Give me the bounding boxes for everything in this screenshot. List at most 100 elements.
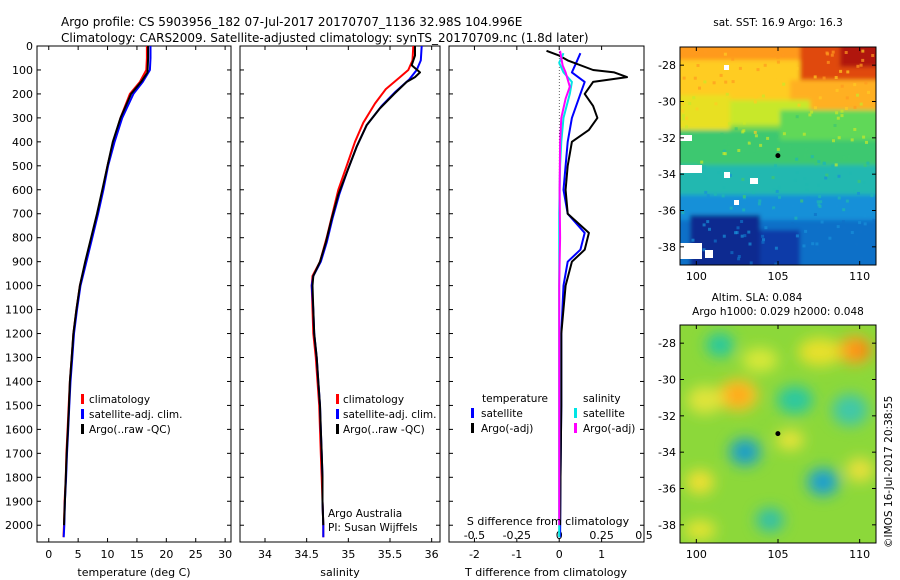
map-y-tick-label: -38 [658,519,676,532]
x-tick-label: 15 [130,548,144,561]
legend-swatch-climatology [336,394,339,404]
depth-tick-label: 300 [12,112,33,125]
depth-tick-label: 900 [12,256,33,269]
temperature-xlabel: temperature (deg C) [77,566,190,579]
difference-panel: -2 -1 0 1 -0.5 -0.25 0 0.25 0.5 T difference fr… [448,45,653,579]
temperature-axes-frame [36,45,232,543]
difference-axes-frame [448,45,645,543]
map-y-tick-label: -34 [658,168,676,181]
depth-tick-label: 1300 [5,351,33,364]
sst-map-panel: sat. SST: 16.9 Argo: 16.3 [658,17,877,283]
sla-axes: 100 105 110 -28 -30 -32 -34 -36 -38 [658,325,876,561]
legend-header-temperature: temperature [482,393,548,405]
depth-tick-label: 800 [12,232,33,245]
map-x-tick-label: 100 [686,548,707,561]
legend-swatch-t-satellite [471,408,474,418]
depth-tick-label: 1800 [5,471,33,484]
legend-label-satellite: satellite-adj. clim. [343,409,436,421]
depth-tick-label: 700 [12,208,33,221]
temperature-legend: climatology satellite-adj. clim. Argo(..… [81,394,182,436]
depth-tick-label: 1000 [5,280,33,293]
salinity-series [310,45,423,538]
depth-tick-label: 1100 [5,304,33,317]
depth-tick-label: 1200 [5,328,33,341]
map-y-tick-label: -36 [658,205,676,218]
map-y-tick-label: -28 [658,337,676,350]
sst-axes: 100 105 110 -28 -30 -32 -34 -36 -38 [658,47,876,283]
x-tick-label: -2 [469,548,480,561]
x-tick-label: 10 [101,548,115,561]
x-tick-label: 30 [218,548,232,561]
difference-series [546,49,628,538]
depth-tick-label: 1500 [5,399,33,412]
series-line-temperature-2 [63,46,150,526]
salinity-axes-frame [239,45,441,543]
map-y-tick-label: -32 [658,410,676,423]
map-x-tick-label: 110 [849,270,870,283]
x-tick-label: 0 [556,548,563,561]
t-difference-xlabel: T difference from climatology [464,566,627,579]
sla-subtitle: Argo h1000: 0.029 h2000: 0.048 [692,306,864,318]
sla-map-panel: Altim. SLA: 0.084 Argo h1000: 0.029 h200… [658,292,877,561]
map-y-tick-label: -30 [658,96,676,109]
sst-field [680,47,876,265]
legend-label-satellite: satellite-adj. clim. [89,409,182,421]
x-tick-label: 25 [189,548,203,561]
x-tick-label: 36 [425,548,439,561]
t-difference-x-axis: -2 -1 0 1 [449,45,644,561]
series-line-salinity-0 [310,45,415,538]
depth-tick-label: 2000 [5,519,33,532]
legend-header-salinity: salinity [583,393,621,405]
legend-swatch-satellite [336,409,339,419]
series-line-difference-1 [546,49,628,526]
depth-tick-label: 0 [26,40,33,53]
legend-swatch-s-satellite [574,408,577,418]
legend-label-argo: Argo(..raw -QC) [343,424,425,436]
map-y-tick-label: -38 [658,241,676,254]
x-tick-label: 5 [75,548,82,561]
header-line1: Argo profile: CS 5903956_182 07-Jul-2017… [61,15,522,29]
map-y-tick-label: -32 [658,132,676,145]
legend-label-s-argo: Argo(-adj) [583,423,635,435]
temperature-x-axis: 0 5 10 15 20 25 30 [37,45,232,561]
depth-tick-label: 1700 [5,447,33,460]
legend-label-t-argo: Argo(-adj) [481,423,533,435]
s-tick-label: 0.25 [589,529,614,542]
sla-title: Altim. SLA: 0.084 [712,292,803,304]
temperature-series [62,46,152,538]
sst-argo-marker [775,153,781,159]
legend-swatch-satellite [81,409,84,419]
salinity-legend: climatology satellite-adj. clim. Argo(..… [336,394,436,436]
s-difference-label: S difference from climatology [467,515,630,528]
legend-label-climatology: climatology [343,394,404,406]
legend-swatch-s-argo [574,423,577,433]
x-tick-label: 35 [341,548,355,561]
x-tick-label: 20 [159,548,173,561]
series-line-temperature-1 [62,46,152,538]
map-y-tick-label: -30 [658,374,676,387]
x-tick-label: 34.5 [294,548,319,561]
depth-tick-label: 200 [12,88,33,101]
depth-tick-label: 1900 [5,495,33,508]
imos-credit: ©IMOS 16-Jul-2017 20:38:55 [883,396,895,548]
s-tick-label: 0.5 [635,529,653,542]
series-line-salinity-2 [311,46,421,526]
x-tick-label: -1 [511,548,522,561]
x-tick-label: 1 [598,548,605,561]
sst-title: sat. SST: 16.9 Argo: 16.3 [713,17,843,29]
series-line-salinity-1 [310,45,423,538]
s-tick-label: -0.5 [464,529,485,542]
map-x-tick-label: 105 [768,270,789,283]
depth-tick-label: 1600 [5,423,33,436]
legend-label-climatology: climatology [89,394,150,406]
salinity-xlabel: salinity [320,566,360,579]
map-x-tick-label: 100 [686,270,707,283]
x-tick-label: 35.5 [378,548,403,561]
annotation-pi: PI: Susan Wijffels [328,522,418,534]
legend-swatch-argo [336,424,339,434]
x-tick-label: 0 [45,548,52,561]
annotation-argo-australia: Argo Australia [328,508,402,520]
legend-swatch-t-argo [471,423,474,433]
temperature-panel: 0100200300400500600700800900100011001200… [5,40,232,579]
